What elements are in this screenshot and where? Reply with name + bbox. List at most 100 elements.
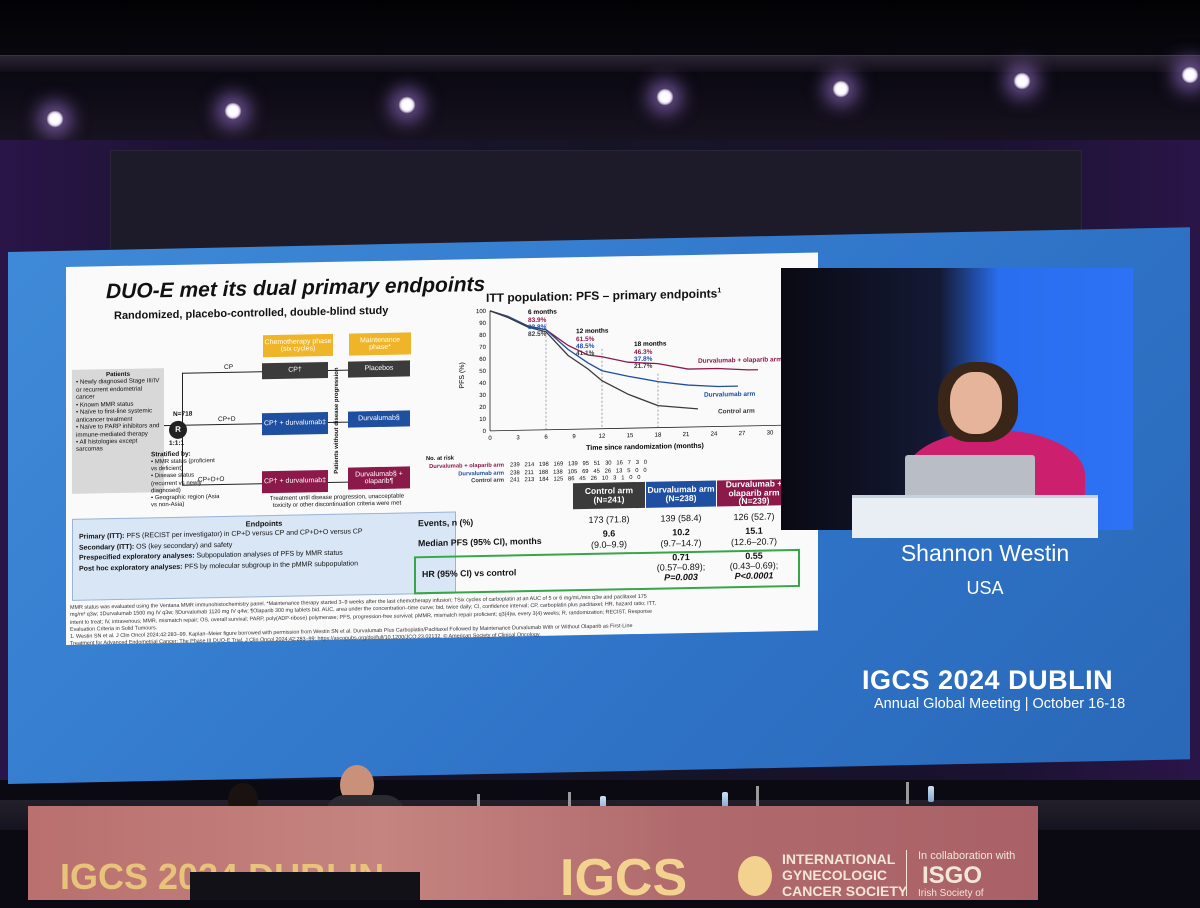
connector xyxy=(182,371,262,374)
water-bottle xyxy=(722,792,728,808)
km-x-tick: 0 xyxy=(488,436,492,442)
ann-12-v2: 48.5% xyxy=(576,343,595,350)
foreground-monitor xyxy=(190,872,420,900)
km-x-tick: 18 xyxy=(655,433,662,439)
km-curve-durvalumab xyxy=(489,310,738,388)
stage-light xyxy=(46,110,64,128)
stage-light xyxy=(1013,72,1031,90)
km-y-tick: 10 xyxy=(479,417,486,423)
stage-light xyxy=(1181,66,1199,84)
ann-18-v2: 37.8% xyxy=(634,356,653,363)
slide-subtitle: Randomized, placebo-controlled, double-b… xyxy=(114,304,389,323)
col-durvalumab: Durvalumab arm (N=238) xyxy=(646,480,716,508)
hr-label: HR (95% CI) vs control xyxy=(422,567,517,580)
phase-maint-label: Maintenance phase* xyxy=(349,332,411,356)
banner-igcs-logo: IGCS xyxy=(560,849,688,907)
banner-line-1: INTERNATIONAL xyxy=(782,851,896,867)
ann-6-v1: 83.9% xyxy=(528,317,547,324)
banner-collab: In collaboration with xyxy=(918,850,1016,862)
ratio-label: 1:1:1 xyxy=(169,439,185,448)
conference-title: IGCS 2024 DUBLIN xyxy=(862,665,1114,695)
km-xlabel: Time since randomization (months) xyxy=(586,443,704,452)
events-control: 173 (71.8) xyxy=(588,514,630,525)
ribbon-icon xyxy=(738,856,772,896)
events-olaparib: 126 (52.7) xyxy=(733,511,775,523)
km-y-tick: 80 xyxy=(479,333,486,339)
legend-durvalumab: Durvalumab arm xyxy=(704,391,756,399)
ann-18-title: 18 months xyxy=(634,340,667,348)
ann-12-title: 12 months xyxy=(576,328,609,336)
km-x-tick: 9 xyxy=(572,434,576,440)
arm2-maint: Durvalumab§ xyxy=(348,410,410,428)
stage-light xyxy=(656,88,674,106)
ann-18-v3: 21.7% xyxy=(634,363,653,370)
median-control: 9.6 xyxy=(602,528,616,539)
col-control: Control arm (N=241) xyxy=(573,481,645,510)
presentation-slide: DUO-E met its dual primary endpoints Ran… xyxy=(66,252,818,647)
median-ci-control: (9.0–9.9) xyxy=(590,539,628,550)
stratified-label: Stratified by: xyxy=(151,450,191,459)
banner-line-2: GYNECOLOGIC xyxy=(782,867,888,883)
strat-items: • MMR status (proficient vs deficient) •… xyxy=(151,458,220,509)
median-olaparib: 15.1 xyxy=(745,525,763,536)
speaker-country: USA xyxy=(966,578,1004,598)
km-y-tick: 20 xyxy=(479,405,486,411)
km-y-tick: 60 xyxy=(479,357,486,363)
km-x-tick: 21 xyxy=(683,432,690,438)
ann-6-v3: 82.5% xyxy=(528,331,547,338)
arm1-maint: Placebos xyxy=(348,360,410,378)
arm3-label: CP+D+O xyxy=(198,475,225,484)
microphone xyxy=(568,792,571,814)
km-y-tick: 100 xyxy=(476,309,487,315)
randomization-circle: R xyxy=(169,420,187,440)
lighting-truss xyxy=(0,55,1200,72)
km-y-tick: 90 xyxy=(479,321,486,327)
arm1-chemo: CP† xyxy=(262,361,328,380)
slide-title: DUO-E met its dual primary endpoints xyxy=(106,272,486,304)
banner-isgo: ISGO xyxy=(922,862,983,889)
median-durvalumab: 10.2 xyxy=(672,527,690,538)
km-x-tick: 24 xyxy=(711,431,718,437)
ann-12-v3: 41.1% xyxy=(576,350,595,357)
arm1-label: CP xyxy=(224,363,234,371)
hr-durvalumab: 0.71 (0.57–0.89); P=0.003 xyxy=(656,552,706,583)
km-x-tick: 12 xyxy=(599,434,606,440)
km-y-tick: 50 xyxy=(479,369,486,375)
arm3-maint: Durvalumab§ + olaparib¶ xyxy=(348,466,410,490)
banner-line-3: CANCER SOCIETY xyxy=(782,883,908,899)
median-ci-olaparib: (12.6–20.7) xyxy=(730,536,778,548)
stage-light xyxy=(224,102,242,120)
stage-light xyxy=(832,80,850,98)
km-x-ticks: 03691215182124273033 xyxy=(488,430,802,442)
km-x-tick: 27 xyxy=(739,431,746,437)
events-label: Events, n (%) xyxy=(418,517,474,529)
endpoints-box: Endpoints Primary (ITT): PFS (RECIST per… xyxy=(72,511,456,601)
events-durvalumab: 139 (58.4) xyxy=(660,512,702,524)
median-ci-durvalumab: (9.7–14.7) xyxy=(660,537,702,549)
podium xyxy=(852,495,1098,538)
speaker-name: Shannon Westin xyxy=(900,540,1070,566)
microphone xyxy=(906,782,909,804)
microphone xyxy=(756,786,759,808)
km-y-tick: 0 xyxy=(483,429,487,435)
treatment-note: Treatment until disease progression, una… xyxy=(269,493,405,509)
speaker-face xyxy=(950,372,1002,434)
km-y-tick: 40 xyxy=(479,381,486,387)
hr-olaparib: 0.55 (0.43–0.69); P<0.0001 xyxy=(729,550,779,581)
laptop xyxy=(905,455,1035,499)
banner-irish: Irish Society of xyxy=(918,888,984,899)
legend-control: Control arm xyxy=(718,408,755,416)
median-label: Median PFS (95% CI), months xyxy=(418,535,542,549)
km-y-tick: 30 xyxy=(479,393,486,399)
conference-subtitle: Annual Global Meeting | October 16-18 xyxy=(874,696,1126,712)
km-x-tick: 15 xyxy=(627,433,634,439)
connector xyxy=(182,423,262,426)
stage-light xyxy=(398,96,416,114)
vertical-note: Patients without disease progression xyxy=(334,367,340,474)
km-x-axis xyxy=(490,424,800,432)
ann-6-v2: 83.8% xyxy=(528,324,547,331)
km-x-tick: 30 xyxy=(767,430,774,436)
km-x-tick: 3 xyxy=(516,435,520,441)
